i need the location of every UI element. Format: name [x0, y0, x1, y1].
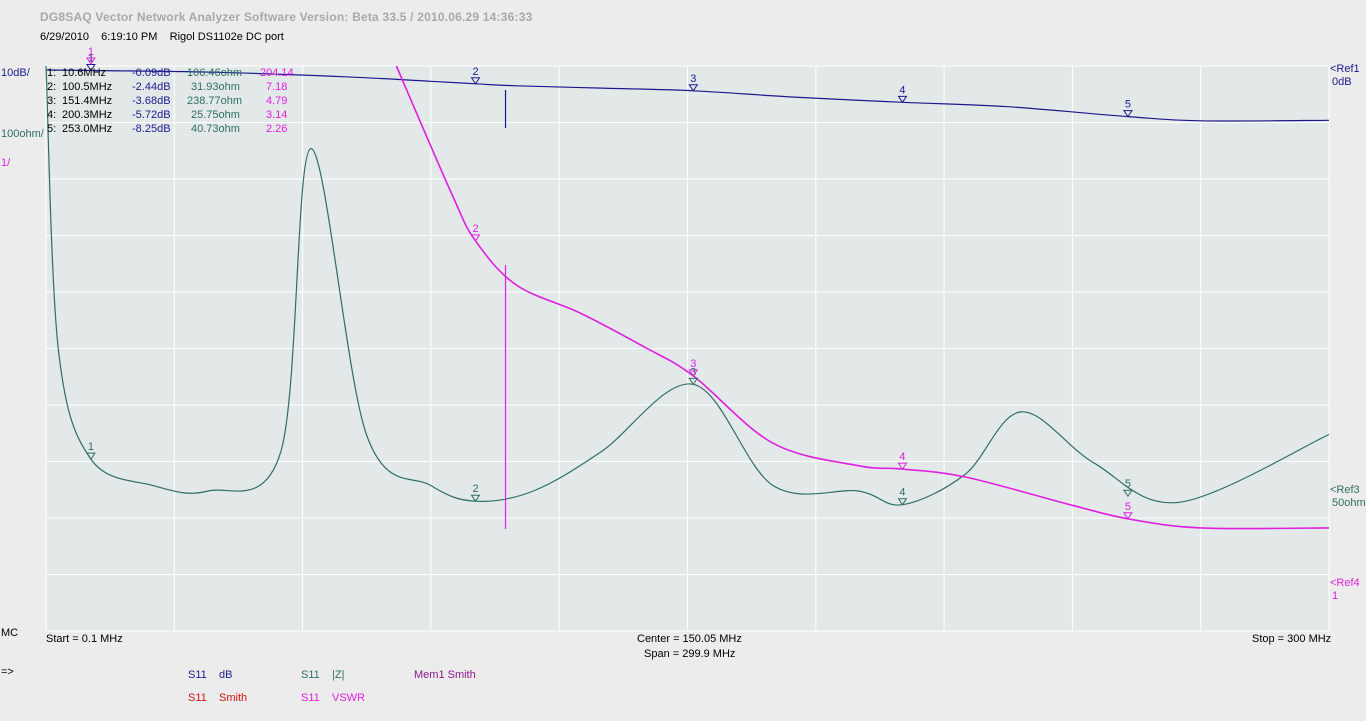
marker-triangle[interactable]	[85, 452, 96, 461]
db-trace	[45, 69, 1330, 122]
marker-label: 2	[472, 223, 478, 235]
ref1-value: 0dB	[1332, 76, 1352, 88]
marker-id: 5:	[47, 123, 57, 135]
marker-id: 1:	[47, 67, 57, 79]
ohm-scale-label: 100ohm/	[1, 128, 44, 140]
marker-vswr: 204.14	[260, 67, 294, 79]
ref4-label: <Ref4	[1330, 577, 1360, 589]
command-prompt[interactable]: =>	[1, 666, 14, 678]
marker-label: 2	[472, 483, 478, 495]
legend-s11-vswr[interactable]: S11 VSWR	[301, 692, 365, 704]
legend-param: S11	[188, 669, 207, 681]
marker-mode-label: MC	[1, 627, 19, 639]
legend-format: |Z|	[332, 669, 345, 681]
vswr-trace	[395, 65, 1330, 530]
legend-format: VSWR	[332, 692, 365, 704]
plot-grid	[45, 65, 1330, 632]
db-scale-label: 10dB/	[1, 67, 30, 79]
measurement-info: 6/29/2010 6:19:10 PM Rigol DS1102e DC po…	[40, 31, 284, 43]
marker-id: 3:	[47, 95, 57, 107]
measurement-time: 6:19:10 PM	[101, 31, 158, 43]
device-name: Rigol DS1102e DC port	[169, 31, 284, 43]
legend-s11-z[interactable]: S11 |Z|	[301, 669, 344, 681]
legend-param: S11	[301, 692, 320, 704]
marker-ohm: 25.75ohm	[191, 109, 240, 121]
marker-triangle[interactable]	[470, 494, 481, 503]
marker-triangle[interactable]	[1122, 110, 1133, 118]
marker-freq: 100.5MHz	[62, 81, 113, 93]
marker-triangle[interactable]	[688, 84, 699, 92]
legend-mem1[interactable]: Mem1 Smith	[414, 669, 476, 681]
marker-label: 2	[472, 66, 478, 78]
marker-label: 5	[1125, 99, 1131, 111]
center-frequency: Center = 150.05 MHz	[637, 633, 742, 645]
marker-vswr: 4.79	[266, 95, 288, 107]
marker-db: -8.25dB	[132, 123, 171, 135]
marker-db: -2.44dB	[132, 81, 171, 93]
marker-freq: 200.3MHz	[62, 109, 113, 121]
marker-vswr: 2.26	[266, 123, 288, 135]
legend-format: Smith	[219, 692, 248, 704]
marker-freq: 253.0MHz	[62, 123, 113, 135]
marker-label: 1	[88, 46, 94, 58]
marker-triangle[interactable]	[470, 77, 481, 85]
legend-param: S11	[188, 692, 207, 704]
marker-db: -5.72dB	[132, 109, 171, 121]
marker-db: -0.09dB	[132, 67, 171, 79]
span-frequency: Span = 299.9 MHz	[644, 648, 736, 660]
marker-label: 3	[690, 358, 696, 370]
marker-vswr: 7.18	[266, 81, 288, 93]
marker-freq: 10.6MHz	[62, 67, 107, 79]
marker-triangle[interactable]	[688, 377, 699, 386]
ref1-label: <Ref1	[1330, 63, 1360, 75]
marker-triangle[interactable]	[85, 57, 96, 65]
plot-traces	[45, 65, 1330, 530]
legend-format: dB	[219, 669, 233, 681]
vswr-scale-label: 1/	[1, 157, 11, 169]
marker-freq: 151.4MHz	[62, 95, 113, 107]
marker-label: 4	[899, 451, 905, 463]
marker-label: 3	[690, 73, 696, 85]
marker-triangle[interactable]	[897, 462, 908, 470]
marker-ohm: 106.46ohm	[187, 67, 243, 79]
marker-label: 4	[899, 84, 905, 96]
marker-ohm: 40.73ohm	[191, 123, 240, 135]
marker-label: 1	[88, 441, 94, 453]
marker-triangle[interactable]	[1122, 489, 1133, 498]
start-frequency: Start = 0.1 MHz	[46, 633, 123, 645]
legend-s11-smith[interactable]: S11 Smith	[188, 692, 247, 704]
marker-triangle[interactable]	[1122, 512, 1133, 520]
marker-db: -3.68dB	[132, 95, 171, 107]
marker-id: 2:	[47, 81, 57, 93]
ref3-label: <Ref3	[1330, 484, 1360, 496]
marker-triangle[interactable]	[897, 498, 908, 506]
marker-label: 5	[1125, 478, 1131, 490]
marker-vswr: 3.14	[266, 109, 288, 121]
marker-ohm: 31.93ohm	[191, 81, 240, 93]
stop-frequency: Stop = 300 MHz	[1252, 633, 1332, 645]
measurement-date: 6/29/2010	[40, 31, 89, 43]
marker-label: 3	[690, 366, 696, 378]
marker-triangle[interactable]	[470, 234, 481, 242]
marker-label: 5	[1125, 501, 1131, 513]
impedance-trace	[45, 65, 1330, 506]
marker-triangle[interactable]	[688, 369, 699, 377]
marker-label: 4	[899, 487, 905, 499]
marker-ohm: 238.77ohm	[187, 95, 243, 107]
ref4-value: 1	[1332, 590, 1339, 602]
marker-triangle[interactable]	[897, 95, 908, 104]
legend-s11-db[interactable]: S11 dB	[188, 669, 232, 681]
legend-param: S11	[301, 669, 320, 681]
marker-label: 1	[88, 53, 94, 65]
app-title: DG8SAQ Vector Network Analyzer Software …	[40, 10, 533, 24]
ref3-value: 50ohm	[1332, 497, 1366, 509]
marker-id: 4:	[47, 109, 57, 121]
